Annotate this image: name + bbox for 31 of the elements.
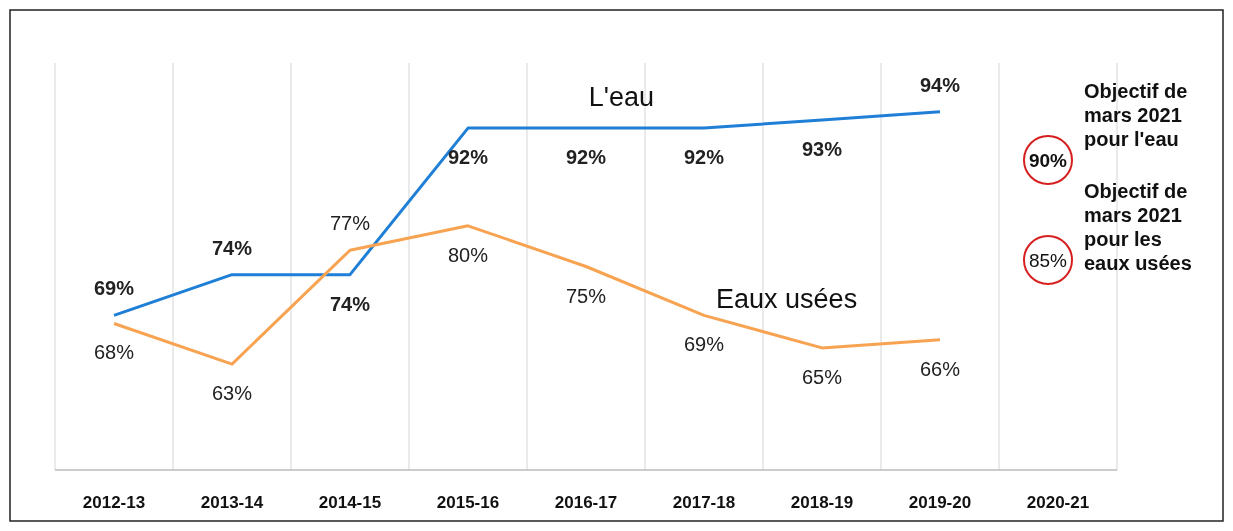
x-tick-label: 2017-18 — [672, 493, 736, 512]
data-label: 68% — [93, 341, 135, 364]
annotation: 90% — [1028, 150, 1068, 171]
data-label: 75% — [565, 284, 607, 307]
series-label: L'eau — [588, 82, 655, 113]
x-tick-label: 2014-15 — [318, 493, 382, 512]
x-tick-label: 2013-14 — [200, 493, 264, 512]
data-label: 63% — [211, 382, 253, 405]
data-label: 65% — [801, 365, 843, 388]
data-label: 74% — [211, 236, 253, 259]
data-label: 93% — [801, 137, 843, 160]
x-tick-label: 2016-17 — [554, 493, 618, 512]
data-label: 92% — [683, 146, 725, 169]
x-tick-label: 2019-20 — [908, 493, 972, 512]
data-label: 80% — [447, 243, 489, 266]
x-tick-label: 2015-16 — [436, 493, 500, 512]
x-tick-label: 2012-13 — [82, 493, 146, 512]
x-tick-label: 2020-21 — [1026, 493, 1090, 512]
x-tick-label: 2018-19 — [790, 493, 854, 512]
data-label: 69% — [683, 333, 725, 356]
series-label: Eaux usées — [716, 284, 858, 315]
data-label: 66% — [919, 357, 961, 380]
annotation: Objectif de mars 2021 pour les eaux usées — [1084, 180, 1192, 274]
annotation: 85% — [1028, 250, 1068, 271]
data-label: 69% — [93, 277, 135, 300]
data-label: 74% — [329, 292, 371, 315]
data-label: 92% — [447, 146, 489, 169]
data-label: 94% — [919, 73, 961, 96]
annotation: Objectif de mars 2021 pour l'eau — [1084, 80, 1188, 150]
data-label: 92% — [565, 146, 607, 169]
data-label: 77% — [329, 212, 371, 235]
